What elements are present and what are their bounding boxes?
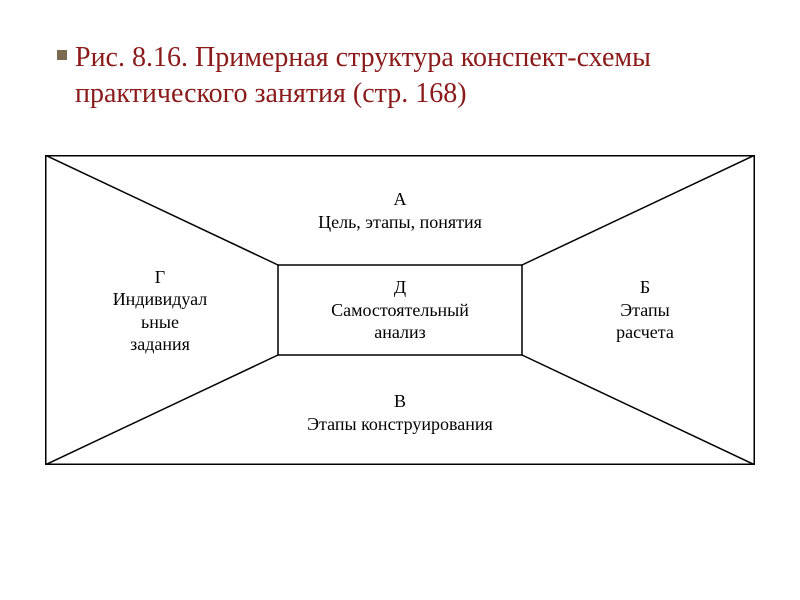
diagonal-tl [45,155,278,265]
panel-left: Г Индивидуальныезадания [55,253,265,368]
panel-right-label: Этапырасчета [616,299,674,344]
panel-top-label: Цель, этапы, понятия [318,211,482,234]
panel-top-letter: А [394,188,407,211]
panel-center-label: Самостоятельныйанализ [331,299,469,344]
perspective-diagram: А Цель, этапы, понятия Б Этапырасчета В … [45,155,755,465]
panel-bottom-label: Этапы конструирования [307,413,493,436]
panel-left-letter: Г [155,266,165,289]
panel-bottom: В Этапы конструирования [278,365,522,460]
figure-title: Рис. 8.16. Примерная структура конспект-… [75,40,725,113]
panel-right: Б Этапырасчета [545,265,745,355]
panel-top: А Цель, этапы, понятия [278,163,522,258]
panel-right-letter: Б [640,276,650,299]
panel-center-letter: Д [394,276,406,299]
diagonal-br [522,355,755,465]
panel-bottom-letter: В [394,390,406,413]
title-bullet [57,50,67,60]
panel-center: Д Самостоятельныйанализ [278,265,522,355]
diagonal-tr [522,155,755,265]
panel-left-label: Индивидуальныезадания [113,288,208,356]
diagonal-bl [45,355,278,465]
figure-title-block: Рис. 8.16. Примерная структура конспект-… [75,40,725,113]
